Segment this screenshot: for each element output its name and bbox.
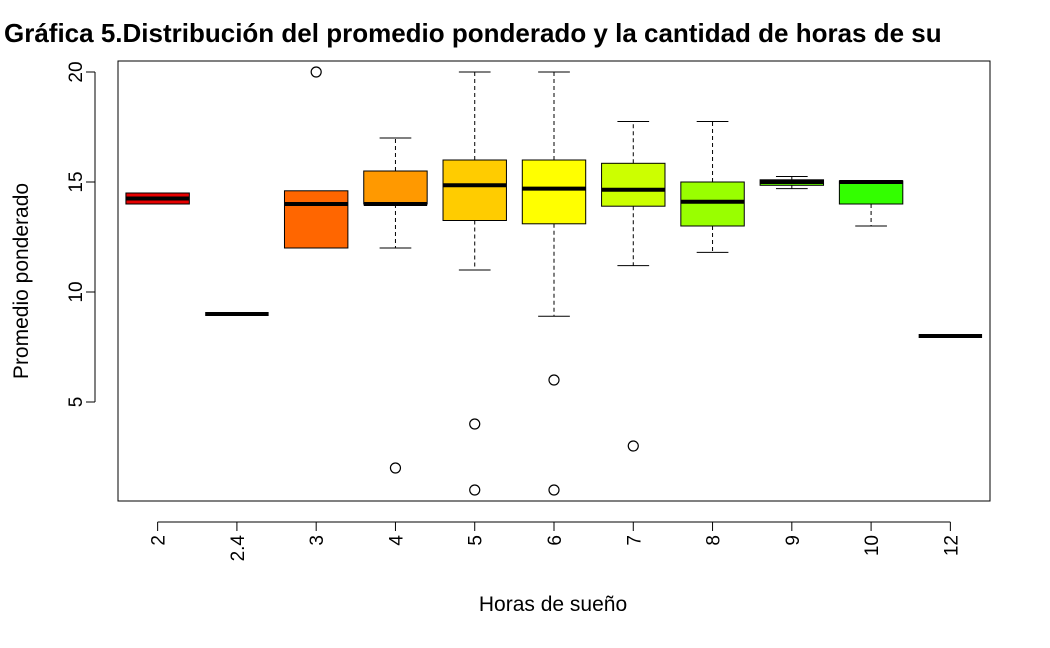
box-group-6 — [521, 71, 587, 496]
outlier-point — [469, 418, 481, 430]
y-tick-label-15: 15 — [66, 171, 87, 192]
box-iqr — [601, 162, 666, 207]
x-tick-label-2-4: 2.4 — [228, 535, 249, 562]
box-iqr — [363, 170, 428, 205]
boxes-layer — [125, 66, 983, 496]
box-group-8 — [680, 121, 745, 253]
outlier-point — [548, 484, 560, 496]
outlier-point — [548, 374, 560, 386]
chart-title: Gráfica 5.Distribución del promedio pond… — [4, 18, 942, 48]
plot-area-border — [117, 60, 991, 502]
outlier-point — [627, 440, 639, 452]
box-iqr — [521, 159, 587, 225]
x-tick-label-6: 6 — [545, 535, 566, 546]
x-tick-label-2: 2 — [149, 535, 170, 546]
y-tick-label-5: 5 — [66, 397, 87, 408]
box-group-2 — [125, 192, 190, 205]
x-tick-label-12: 12 — [941, 535, 962, 556]
y-axis-title: Promedio ponderado — [10, 183, 33, 379]
outlier-point — [469, 484, 481, 496]
box-iqr — [442, 159, 507, 221]
outlier-point — [389, 462, 402, 474]
x-tick-label-10: 10 — [862, 535, 883, 556]
x-axis-title: Horas de sueño — [479, 593, 627, 616]
box-group-3 — [283, 66, 349, 249]
x-tick-label-4: 4 — [386, 535, 407, 546]
outlier-point — [310, 66, 322, 78]
box-group-4 — [363, 137, 428, 474]
box-iqr — [283, 190, 349, 249]
x-tick-label-3: 3 — [307, 535, 328, 546]
x-tick-label-7: 7 — [624, 535, 645, 546]
y-tick-label-10: 10 — [66, 281, 87, 302]
x-tick-label-9: 9 — [783, 535, 804, 546]
box-group-9 — [759, 176, 825, 190]
box-iqr — [680, 181, 745, 227]
box-iqr — [838, 180, 904, 205]
box-group-10 — [838, 180, 904, 227]
x-tick-label-8: 8 — [704, 535, 725, 546]
box-group-7 — [601, 121, 666, 452]
y-axis: 5 10 15 20 — [66, 61, 96, 408]
box-group-5 — [442, 71, 507, 496]
x-tick-label-5: 5 — [466, 535, 487, 546]
y-tick-label-20: 20 — [66, 61, 87, 82]
x-axis: 2 2.4 3 4 5 6 7 8 9 10 12 — [149, 521, 962, 562]
